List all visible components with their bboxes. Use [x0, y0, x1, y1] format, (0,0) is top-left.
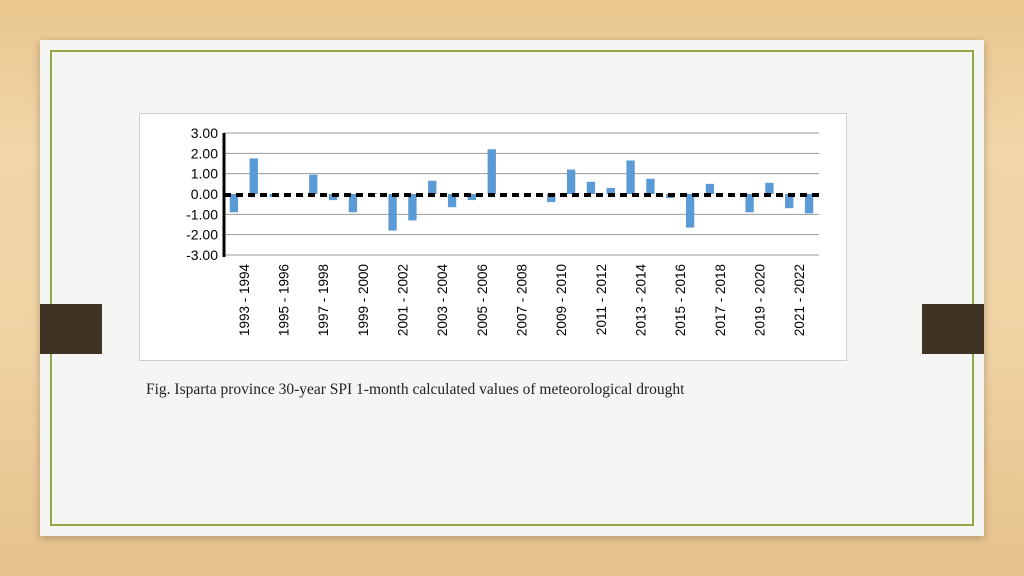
x-tick-label: 1995 - 1996 — [277, 264, 292, 336]
bar-2006 — [487, 149, 496, 194]
bar-2019 — [745, 194, 754, 213]
bar-2005 — [467, 194, 477, 201]
figure-caption: Fig. Isparta province 30-year SPI 1-mont… — [146, 381, 685, 398]
right-tab-decoration — [922, 304, 984, 354]
bar-2013 — [626, 160, 635, 194]
bar-1994 — [249, 158, 258, 194]
x-tick-label: 1993 - 1994 — [237, 264, 252, 337]
y-tick-label: 3.00 — [191, 125, 218, 141]
bar-2011 — [586, 181, 596, 194]
x-tick-label: 2021 - 2022 — [792, 264, 807, 336]
bar-2010 — [566, 169, 576, 194]
slide-frame — [50, 50, 974, 526]
bar-2009 — [547, 194, 556, 203]
x-tick-label: 2013 - 2014 — [634, 264, 649, 337]
y-tick-label: -2.00 — [186, 227, 218, 243]
bar-2003 — [428, 180, 437, 194]
bar-2001 — [388, 194, 397, 231]
y-tick-label: 0.00 — [191, 186, 218, 202]
y-tick-label: -3.00 — [186, 247, 218, 263]
spi-chart: 3.00 2.00 1.00 0.00 -1.00 -2.00 -3.00 1993 - 19… — [139, 113, 847, 361]
bar-2002 — [408, 194, 417, 221]
y-tick-label: 1.00 — [191, 166, 218, 182]
bar-1997 — [309, 174, 318, 194]
x-tick-label: 2005 - 2006 — [475, 264, 490, 336]
bar-2016 — [685, 194, 695, 228]
bar-2012 — [606, 187, 615, 194]
x-tick-label: 2017 - 2018 — [713, 264, 728, 336]
x-tick-label: 2001 - 2002 — [396, 264, 411, 336]
bar-2022 — [804, 194, 814, 214]
x-tick-label: 1997 - 1998 — [316, 264, 331, 336]
x-tick-label: 2015 - 2016 — [673, 264, 688, 336]
bar-1999 — [348, 194, 358, 213]
bar-1998 — [328, 194, 338, 201]
bar-2020 — [765, 182, 774, 194]
spi-bar-chart-svg: 3.00 2.00 1.00 0.00 -1.00 -2.00 -3.00 1993 - 19… — [186, 125, 821, 337]
bar-2017 — [705, 183, 715, 194]
bar-1993 — [229, 194, 239, 213]
left-tab-decoration — [40, 304, 102, 354]
y-tick-label: 2.00 — [191, 145, 218, 161]
bar-2004 — [447, 194, 457, 208]
x-tick-label: 2019 - 2020 — [753, 264, 768, 336]
bar-2014 — [646, 178, 655, 194]
x-tick-label: 1999 - 2000 — [356, 264, 371, 336]
y-tick-label: -1.00 — [186, 206, 218, 222]
bar-2021 — [785, 194, 794, 209]
x-tick-label: 2009 - 2010 — [554, 264, 569, 336]
x-tick-label: 2011 - 2012 — [594, 264, 609, 335]
x-tick-label: 2007 - 2008 — [515, 264, 530, 336]
x-tick-label: 2003 - 2004 — [435, 264, 450, 337]
